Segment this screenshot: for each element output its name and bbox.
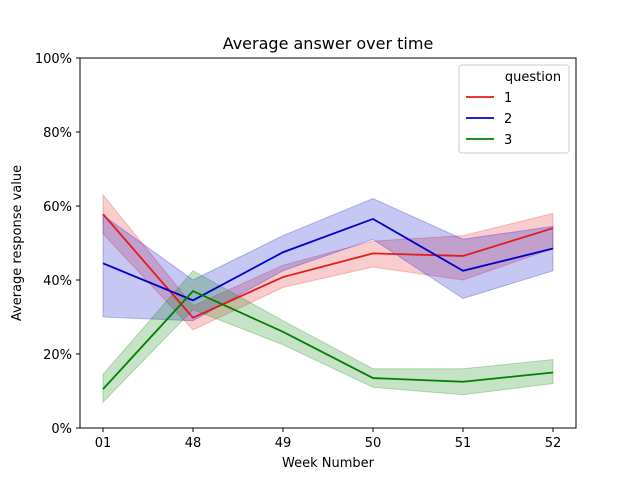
y-axis-ticks: 0% 20% 40% 60% 80% 100%: [35, 52, 80, 437]
x-tick-label: 52: [545, 436, 562, 451]
legend-box: [458, 64, 570, 154]
line-series-1: [102, 213, 554, 319]
y-tick-label: 80%: [43, 126, 72, 141]
legend: question 1 2 3: [458, 64, 570, 154]
line-series-3: [102, 290, 554, 390]
series-lines: [102, 213, 554, 390]
x-tick-label: 01: [95, 436, 112, 451]
y-tick-label: 40%: [43, 274, 72, 289]
legend-label-series-3: 3: [504, 133, 512, 148]
x-axis-label: Week Number: [282, 456, 375, 471]
ci-band-series-2: [102, 198, 554, 322]
x-tick-label: 50: [365, 436, 382, 451]
legend-label-series-2: 2: [504, 112, 512, 127]
y-tick-label: 20%: [43, 348, 72, 363]
legend-title: question: [505, 70, 561, 85]
y-axis-label: Average response value: [10, 165, 25, 321]
x-tick-label: 49: [275, 436, 292, 451]
y-tick-label: 60%: [43, 200, 72, 215]
x-axis-ticks: 01 48 49 50 51 52: [95, 428, 562, 451]
y-tick-label: 0%: [51, 422, 72, 437]
legend-label-series-1: 1: [504, 91, 512, 106]
y-tick-label: 100%: [35, 52, 72, 67]
confidence-bands: [102, 193, 554, 404]
line-series-2: [102, 217, 554, 302]
x-tick-label: 51: [455, 436, 472, 451]
plot-frame: [79, 57, 577, 429]
x-tick-label: 48: [185, 436, 202, 451]
ci-band-series-3: [102, 270, 554, 404]
chart-title: Average answer over time: [223, 34, 434, 53]
